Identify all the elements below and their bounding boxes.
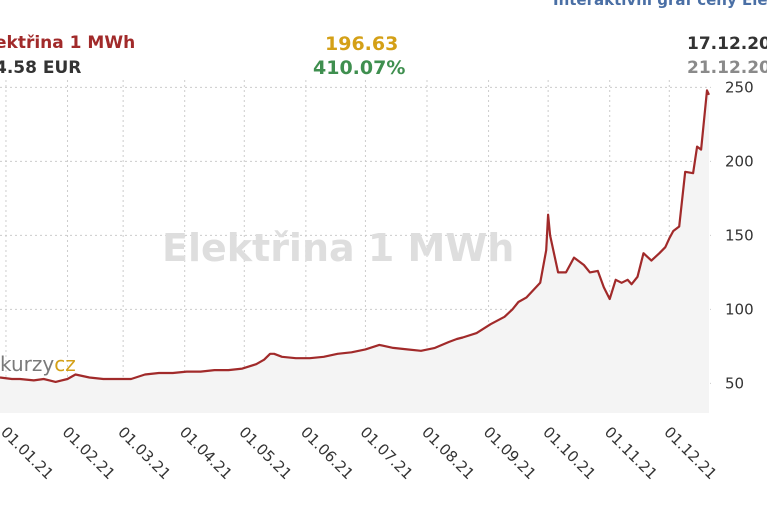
x-tick-label: 01.11.21 — [601, 423, 661, 483]
change-absolute: 196.63 — [325, 33, 399, 55]
change-percent: 410.07% — [313, 57, 406, 79]
x-tick-label: 01.08.21 — [418, 423, 478, 483]
x-tick-label: 01.03.21 — [114, 423, 174, 483]
interactive-chart-link[interactable]: Interaktivní graf ceny Elek — [553, 0, 767, 9]
x-tick-label: 01.10.21 — [539, 423, 599, 483]
x-tick-label: 01.09.21 — [480, 423, 540, 483]
x-tick-label: 01.02.21 — [59, 423, 119, 483]
kurzy-logo: kurzycz — [0, 352, 76, 376]
x-tick-label: 01.01.21 — [0, 423, 57, 483]
chart-grid — [0, 80, 711, 413]
price-line — [0, 89, 711, 383]
x-tick-label: 01.05.21 — [235, 423, 295, 483]
y-axis-ticks: 50 100 150 200 250 — [725, 78, 754, 392]
y-tick-label: 100 — [725, 300, 754, 318]
instrument-name: ektřina 1 MWh — [0, 33, 136, 53]
date-end: 21.12.20 — [687, 58, 767, 78]
y-tick-label: 250 — [725, 78, 754, 96]
chart-watermark: Elektřina 1 MWh — [162, 226, 514, 270]
x-tick-label: 01.07.21 — [357, 423, 417, 483]
x-tick-label: 01.06.21 — [297, 423, 357, 483]
x-tick-label: 01.12.21 — [660, 423, 720, 483]
y-tick-label: 200 — [725, 152, 754, 170]
y-tick-label: 150 — [725, 226, 754, 244]
y-tick-label: 50 — [725, 374, 744, 392]
date-start: 17.12.20 — [687, 34, 767, 54]
price-eur: 4.58 EUR — [0, 58, 82, 78]
price-area — [0, 90, 709, 414]
x-tick-label: 01.04.21 — [176, 423, 236, 483]
